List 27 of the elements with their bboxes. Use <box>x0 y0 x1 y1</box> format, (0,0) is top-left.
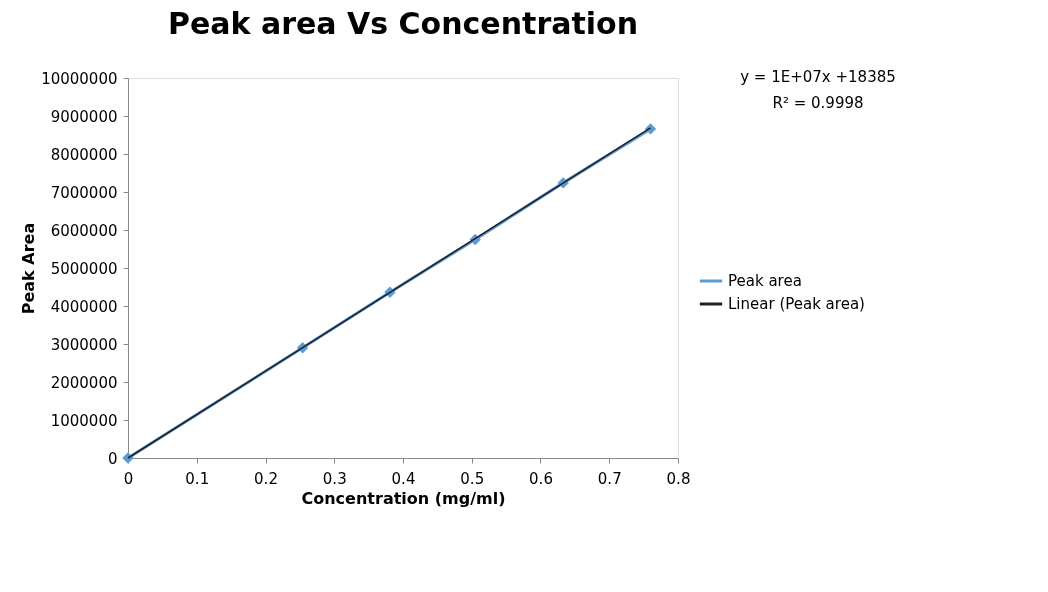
text: y = 1E+07x +18385 <box>740 68 896 86</box>
y-tick-label: 7000000 <box>50 183 118 202</box>
legend-label: Peak area <box>728 272 802 290</box>
y-tick-label: 9000000 <box>50 107 118 126</box>
y-axis-title: Peak Area <box>19 222 39 315</box>
y-tick-label: 8000000 <box>50 145 118 164</box>
chart-title: Peak area Vs Concentration <box>167 6 639 41</box>
x-tick-label: 0.7 <box>597 469 622 488</box>
x-tick-label: 0 <box>123 469 134 488</box>
text: R² = 0.9998 <box>772 94 864 112</box>
x-tick-label: 0.6 <box>529 469 553 488</box>
legend-label: Linear (Peak area) <box>728 295 865 313</box>
y-tick-label: 4000000 <box>50 297 118 316</box>
y-tick-label: 10000000 <box>41 69 118 88</box>
x-tick-label: 0.1 <box>185 469 210 488</box>
y-tick-label: 2000000 <box>50 373 118 392</box>
x-tick-label: 0.4 <box>391 469 416 488</box>
y-tick-label: 0 <box>107 449 118 468</box>
x-tick-label: 0.2 <box>254 469 278 488</box>
x-axis-title: Concentration (mg/ml) <box>301 488 506 508</box>
x-tick-label: 0.8 <box>666 469 691 488</box>
y-tick-label: 6000000 <box>50 221 118 240</box>
x-tick-label: 0.3 <box>322 469 347 488</box>
y-tick-label: 3000000 <box>50 335 118 354</box>
y-tick-label: 1000000 <box>50 411 118 430</box>
y-tick-label: 5000000 <box>50 259 118 278</box>
x-tick-label: 0.5 <box>460 469 485 488</box>
